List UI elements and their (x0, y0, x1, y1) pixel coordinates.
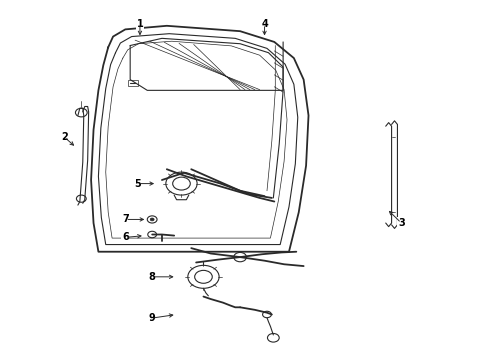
Circle shape (75, 108, 87, 117)
Text: 6: 6 (122, 232, 129, 242)
Circle shape (147, 216, 157, 223)
Text: 3: 3 (398, 218, 405, 228)
Text: 7: 7 (122, 215, 129, 224)
Circle shape (188, 265, 219, 288)
Circle shape (172, 177, 190, 190)
Circle shape (195, 270, 212, 283)
Text: 4: 4 (261, 19, 268, 29)
Text: 5: 5 (134, 179, 141, 189)
Text: 2: 2 (61, 132, 68, 142)
Circle shape (150, 218, 154, 221)
Circle shape (263, 311, 271, 318)
Circle shape (234, 252, 246, 262)
Text: 8: 8 (149, 272, 156, 282)
Circle shape (166, 172, 197, 195)
Circle shape (268, 333, 279, 342)
Text: 1: 1 (137, 19, 143, 29)
Circle shape (76, 195, 86, 202)
Circle shape (148, 231, 157, 238)
Bar (128, 80, 138, 86)
Text: 9: 9 (149, 313, 155, 323)
